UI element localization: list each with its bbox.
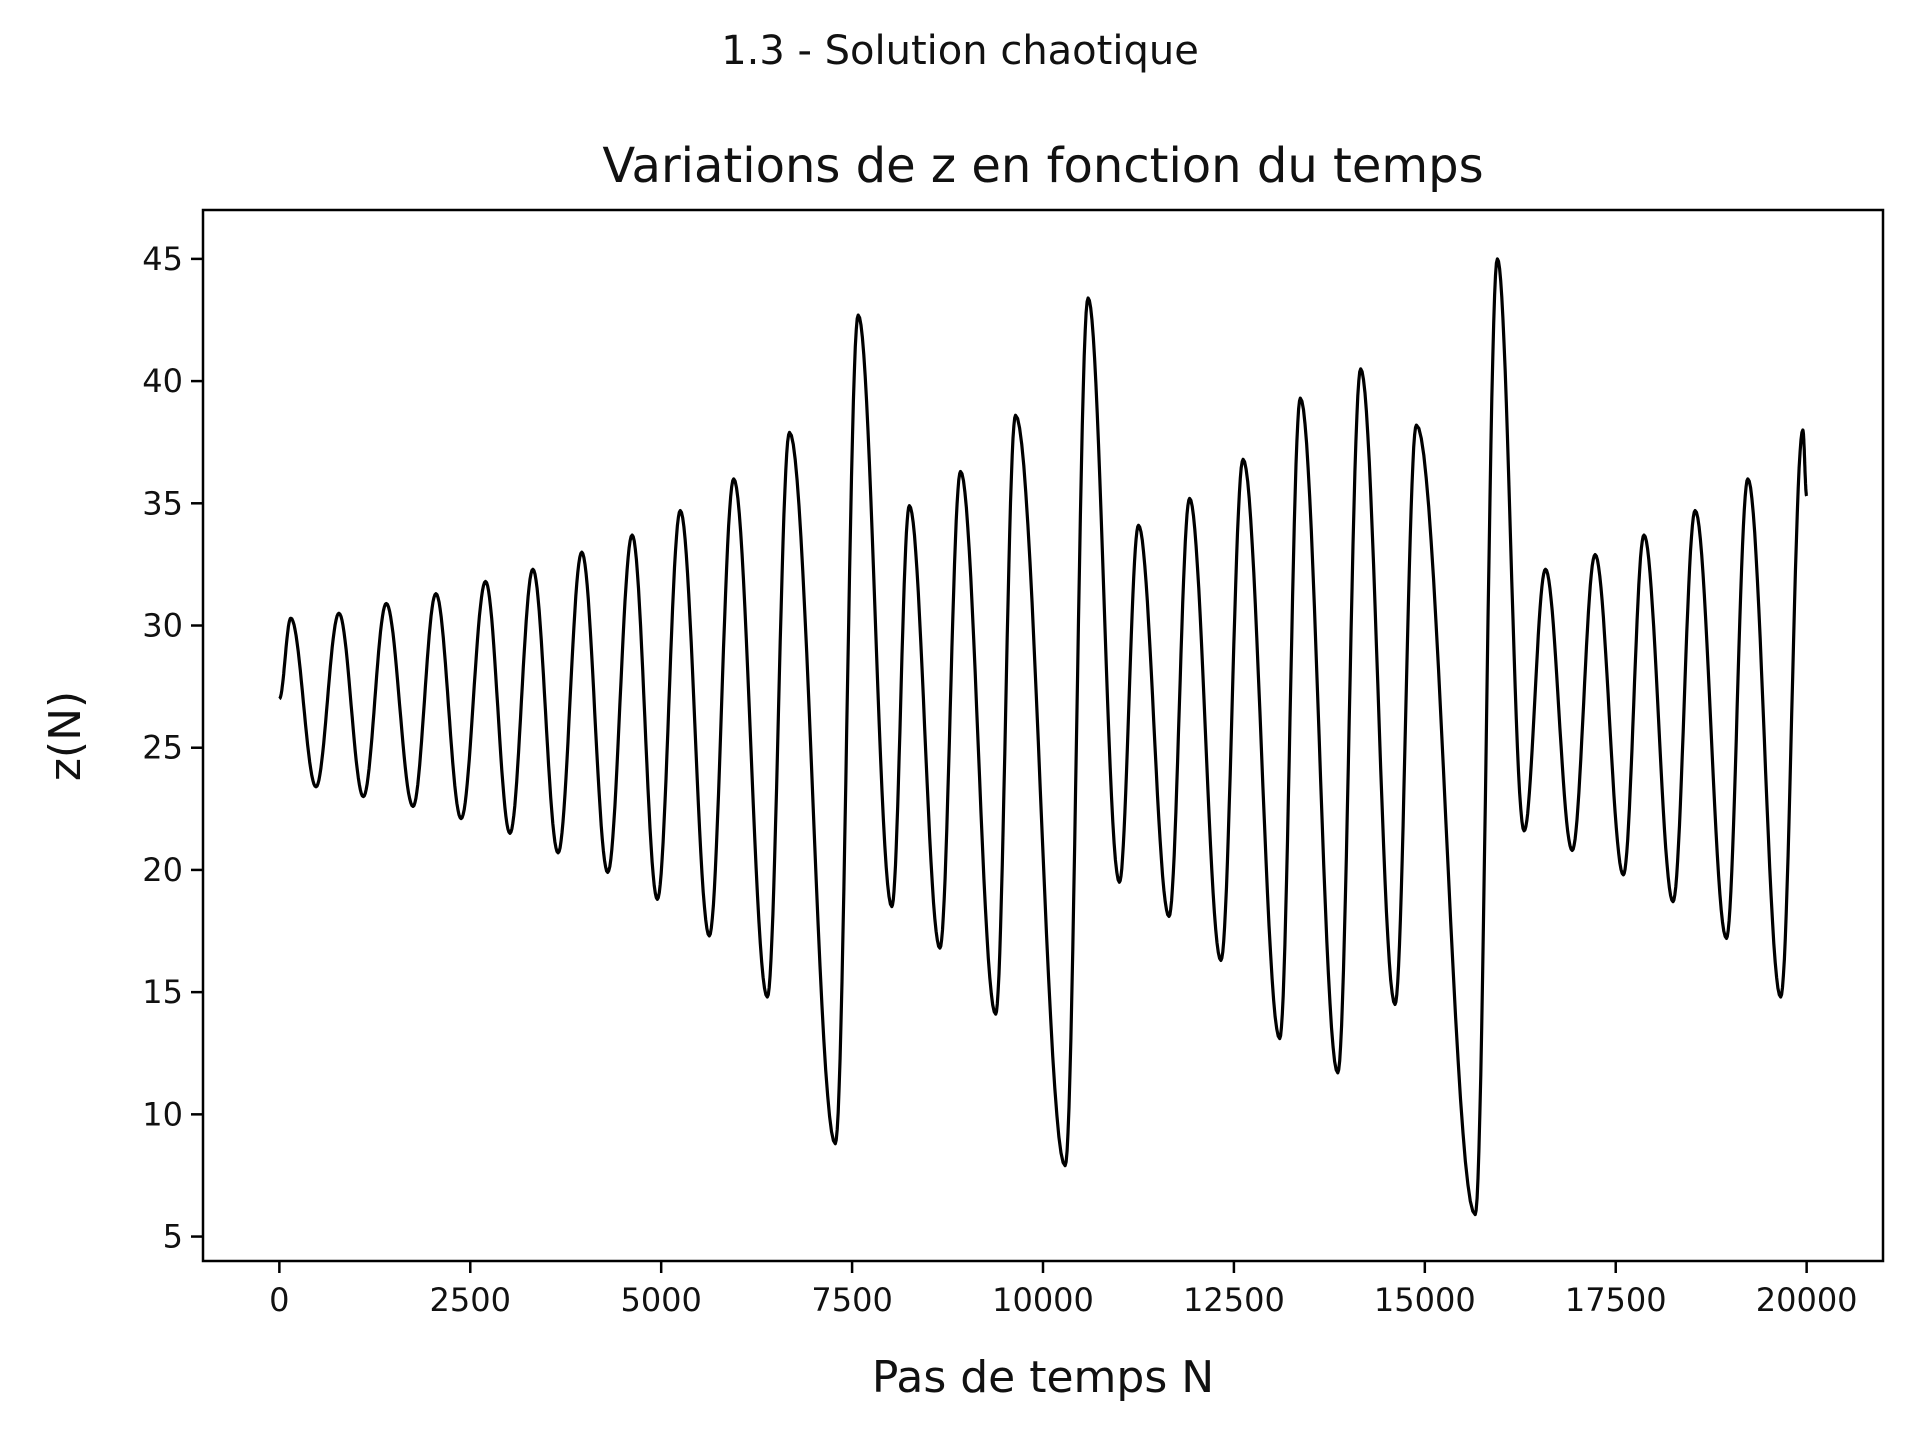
x-tick-label: 7500 [811,1281,892,1319]
y-tick-label: 40 [142,362,183,400]
x-tick-label: 15000 [1374,1281,1476,1319]
x-tick-label: 10000 [992,1281,1094,1319]
series-line-z [278,257,1809,1217]
y-tick-label: 10 [142,1095,183,1133]
y-tick-label: 5 [163,1218,183,1256]
y-tick-label: 35 [142,484,183,522]
x-tick-label: 5000 [620,1281,701,1319]
x-tick-label: 12500 [1183,1281,1285,1319]
y-tick-label: 45 [142,240,183,278]
y-tick-label: 15 [142,973,183,1011]
y-tick-label: 30 [142,607,183,645]
y-axis-title: z(N) [40,691,91,781]
chart-title: Variations de z en fonction du temps [602,138,1483,194]
y-axis: 5 10 15 20 25 30 35 40 45 [142,240,203,1256]
x-tick-label: 2500 [430,1281,511,1319]
x-axis-title: Pas de temps N [872,1352,1214,1403]
y-tick-label: 20 [142,851,183,889]
x-tick-label: 17500 [1565,1281,1667,1319]
x-tick-label: 0 [269,1281,289,1319]
figure-suptitle: 1.3 - Solution chaotique [721,28,1199,74]
x-axis: 0 2500 5000 7500 10000 12500 15000 17500 20000 [269,1261,1858,1319]
x-tick-label: 20000 [1756,1281,1858,1319]
y-tick-label: 25 [142,729,183,767]
